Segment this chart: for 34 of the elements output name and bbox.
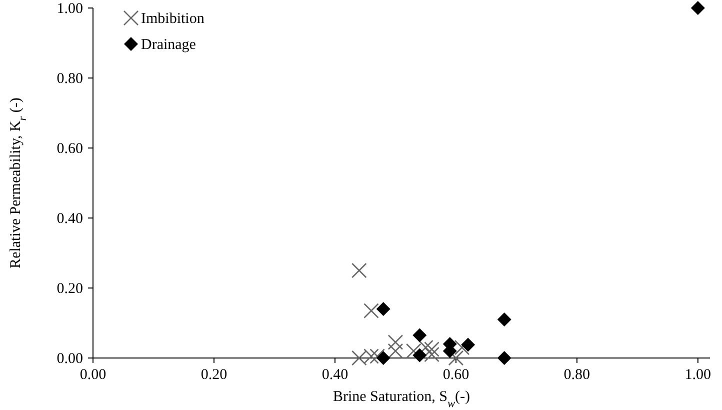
point [424,346,440,362]
x-tick-label: 0.40 [322,367,348,383]
point [497,351,512,365]
point [412,348,427,362]
x-tick-label: 0.20 [200,367,228,383]
point [418,340,434,356]
point [424,342,440,357]
point [364,303,379,318]
y-tick-label: 0.40 [56,211,83,227]
point [352,262,367,278]
x-tick-label: 0.80 [564,367,590,383]
point [370,348,385,364]
point [497,312,512,326]
point [448,350,464,366]
point [412,328,427,342]
point [376,302,390,316]
y-tick-label: 0.60 [56,141,83,157]
legend-label: Drainage [141,37,196,53]
point [376,351,390,365]
y-tick-label: 0.80 [56,71,83,87]
legend-label: Imbibition [141,11,205,27]
y-tick-label: 0.20 [56,281,83,297]
point [388,343,404,359]
point [690,1,705,15]
x-tick-label: 0.60 [442,367,470,383]
point [388,334,404,350]
x-tick-label: 0.00 [80,367,106,383]
y-tick-label: 1.00 [56,1,83,17]
y-tick-label: 0.00 [56,351,83,367]
point [454,340,470,356]
point [406,343,422,359]
point [461,338,476,352]
x-axis-title: Brine Saturation, S$_{w}$(-) [332,389,470,410]
x-tick-label: 1.00 [684,367,712,383]
